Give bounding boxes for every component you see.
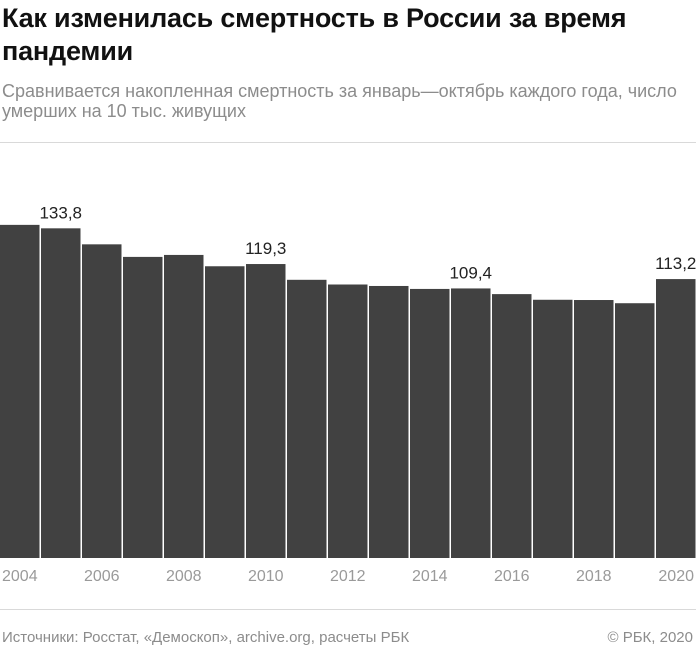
value-label-2005: 133,8	[39, 203, 82, 222]
x-tick-2014: 2014	[412, 568, 448, 585]
bar-2012	[328, 284, 368, 558]
x-tick-2010: 2010	[248, 568, 284, 585]
x-tick-2016: 2016	[494, 568, 530, 585]
value-label-2020: 113,2	[655, 254, 696, 273]
copyright-note: © РБК, 2020	[607, 629, 693, 646]
x-tick-2012: 2012	[330, 568, 366, 585]
x-tick-2004: 2004	[2, 568, 38, 585]
x-tick-2020: 2020	[658, 568, 694, 585]
value-labels-group: 133,8 119,3 109,4 113,2	[39, 203, 696, 282]
chart-subtitle: Сравнивается накопленная смертность за я…	[2, 81, 677, 121]
bar-2010	[246, 264, 286, 558]
x-tick-2006: 2006	[84, 568, 120, 585]
value-label-2015: 109,4	[449, 263, 492, 282]
x-tick-2008: 2008	[166, 568, 202, 585]
chart-title: Как изменилась смертность в России за вр…	[2, 3, 627, 66]
value-label-2010: 119,3	[245, 239, 286, 258]
bar-2008	[164, 254, 204, 558]
x-tick-2018: 2018	[576, 568, 612, 585]
bar-2014	[410, 288, 450, 558]
bar-2004	[0, 224, 40, 558]
bar-2017	[533, 299, 573, 558]
bars-group	[0, 224, 696, 558]
bar-2006	[82, 244, 122, 558]
bottom-divider	[0, 609, 696, 610]
bar-2013	[369, 285, 409, 558]
bar-2020	[656, 279, 696, 558]
bar-2019	[615, 303, 655, 558]
bar-2009	[205, 266, 245, 558]
top-divider	[0, 142, 696, 143]
bar-2011	[287, 279, 327, 558]
sources-note: Источники: Росстат, «Демоскоп», archive.…	[2, 629, 410, 646]
bar-2018	[574, 300, 614, 558]
bar-2016	[492, 294, 532, 558]
bar-2007	[123, 256, 163, 558]
bar-2015	[451, 288, 491, 558]
x-axis-ticks: 2004 2006 2008 2010 2012 2014 2016 2018 2020	[2, 568, 694, 585]
bar-2005	[41, 228, 81, 558]
